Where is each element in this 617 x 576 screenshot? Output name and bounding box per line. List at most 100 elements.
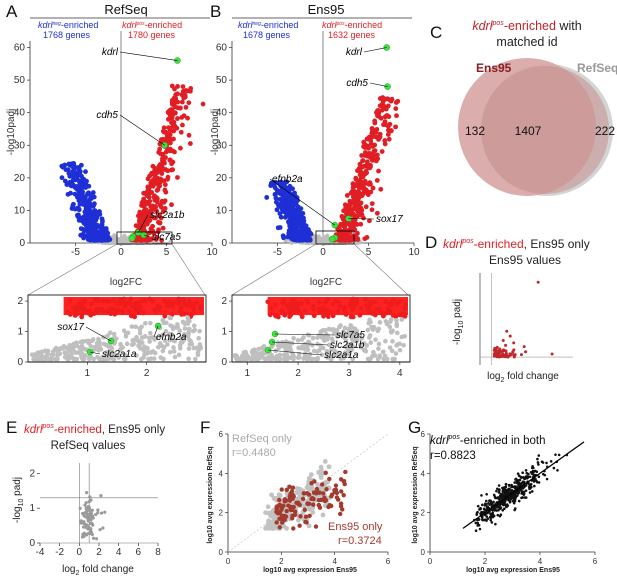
inset-pos-point [376, 306, 382, 312]
inset-ns-point [390, 339, 395, 344]
inset-ns-point [134, 353, 139, 358]
refseq-only-point [270, 520, 276, 525]
inset-pos-point [316, 299, 322, 305]
neg-point [83, 205, 89, 211]
pos-point [373, 158, 379, 164]
inset-ns-point [376, 346, 381, 351]
pos-point [378, 186, 384, 192]
data-point [512, 501, 516, 505]
neg-point [90, 204, 96, 209]
gene-label-kdrl: kdrl [102, 47, 119, 58]
data-point [476, 521, 480, 525]
neg-point [280, 233, 286, 239]
pos-point [387, 121, 393, 127]
data-point [495, 509, 498, 512]
pos-point [361, 144, 366, 149]
gene-label-slc2a1b: slc2a1b [150, 210, 185, 221]
inset-pos-point [265, 299, 271, 305]
y-tick-label: 2 [421, 509, 426, 518]
data-point [513, 497, 517, 501]
data-point [475, 513, 479, 516]
data-point [524, 489, 528, 492]
data-point [516, 494, 519, 497]
pos-point [352, 204, 358, 210]
refseq-only-point [306, 486, 312, 492]
data-point [90, 514, 95, 518]
data-point [489, 518, 493, 522]
data-point [504, 488, 508, 492]
neg-point [72, 206, 78, 212]
ens95-only-point [280, 520, 285, 525]
data-point [512, 341, 516, 345]
y-tick-label: 50 [216, 75, 228, 86]
inset-ns-point [197, 344, 203, 349]
pos-point [363, 168, 369, 174]
gene-label-sox17: sox17 [376, 214, 403, 225]
panel-letter-e: E [6, 418, 17, 437]
neg-point [77, 201, 83, 207]
inset-ns-point [49, 356, 55, 362]
inset-ns-point [171, 349, 177, 354]
inset-pos-point [198, 304, 203, 310]
neg-point [70, 203, 76, 209]
data-point [101, 526, 105, 530]
data-point [521, 471, 524, 475]
data-point [508, 334, 512, 338]
panel-f-r-ens95: r=0.3724 [338, 535, 382, 547]
refseq-only-point [277, 493, 283, 498]
neg-point [91, 194, 97, 200]
ens95-only-point [341, 479, 347, 484]
data-point [497, 355, 501, 359]
inset-pos-point [289, 298, 295, 303]
inset-ns-point [146, 356, 151, 362]
data-point [91, 536, 96, 540]
pos-point [169, 202, 174, 208]
data-point [537, 463, 540, 466]
ens95-only-point [288, 506, 294, 512]
inset-ns-point [95, 354, 100, 360]
data-point [531, 465, 534, 468]
neg-point [306, 227, 311, 232]
data-point [534, 477, 537, 481]
pos-point [360, 158, 366, 163]
data-point [503, 494, 506, 497]
x-tick-label: 3 [346, 368, 352, 379]
pos-point [393, 106, 399, 112]
inset-ns-point [277, 356, 283, 362]
inset-pos-point [333, 298, 338, 304]
pos-point [157, 202, 163, 208]
inset-ns-point [170, 326, 176, 332]
data-point [89, 518, 93, 522]
volcano-inset-a: 1 2 0 1 2 sox17 slc2a1a efnb2a [17, 294, 207, 379]
inset-pos-point [117, 297, 123, 303]
inset-gene-leader [271, 341, 329, 346]
data-point [536, 461, 540, 464]
inset-pos-point [268, 305, 274, 311]
ns-point [316, 234, 321, 239]
inset-pos-point [365, 308, 371, 314]
inset-pos-point [350, 307, 355, 313]
inset-pos-point [194, 300, 200, 306]
data-point [500, 494, 504, 498]
inset-ns-point [146, 335, 152, 341]
pos-point [139, 200, 145, 206]
inset-ns-point [357, 333, 362, 338]
panel-b: B Ens95 kdrlneg-enriched 1678 genes kdrl… [210, 2, 420, 379]
inset-ns-point [158, 333, 164, 339]
inset-ns-point [397, 347, 403, 353]
data-point [514, 477, 518, 481]
inset-pos-point [88, 311, 94, 316]
pos-point [180, 88, 186, 94]
pos-point [354, 235, 359, 241]
panel-a: A RefSeq kdrlneg-enriched 1768 genes kdr… [6, 2, 218, 379]
data-point [545, 461, 548, 465]
inset-ns-point [343, 338, 349, 343]
neg-point [103, 227, 109, 233]
inset-pos-point [304, 298, 310, 304]
data-point [524, 350, 528, 354]
inset-pos-point [128, 296, 134, 302]
inset-pos-point [403, 301, 408, 307]
inset-ns-point [86, 340, 91, 345]
y-tick-label: 60 [216, 43, 228, 54]
data-point [481, 515, 484, 519]
